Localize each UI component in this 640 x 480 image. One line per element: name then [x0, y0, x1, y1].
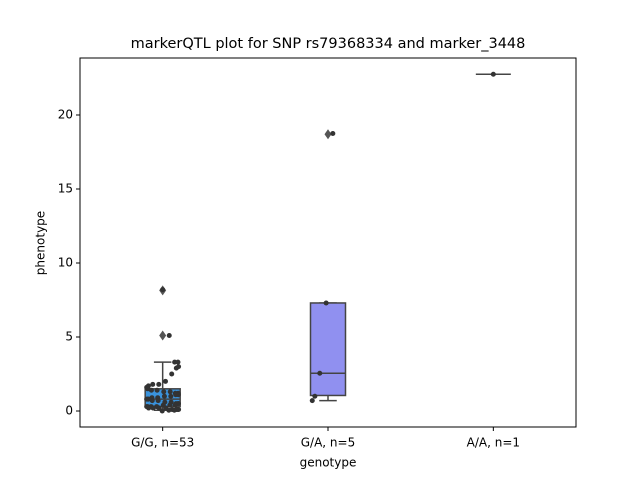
strip-point: [166, 407, 172, 413]
strip-point: [149, 398, 155, 404]
strip-point: [166, 333, 172, 339]
strip-point: [175, 359, 181, 365]
plot-frame: [79, 57, 577, 428]
strip-point: [312, 393, 318, 399]
strip-point: [161, 389, 167, 395]
strip-point: [173, 392, 179, 398]
y-tick-label: 10: [58, 256, 73, 270]
strip-point: [167, 389, 173, 395]
strip-point: [150, 381, 156, 387]
flier: [159, 330, 167, 341]
strip-point: [323, 300, 329, 306]
strip-point: [156, 381, 162, 387]
x-tick-label: G/G, n=53: [131, 436, 194, 450]
strip-point: [169, 371, 175, 377]
strip-point: [162, 378, 168, 384]
strip-point: [173, 365, 179, 371]
strip-point: [150, 405, 156, 411]
strip-point: [172, 402, 178, 408]
y-tick-label: 0: [65, 404, 73, 418]
strip-point: [154, 387, 160, 393]
flier: [324, 129, 332, 140]
y-axis-label: phenotype: [34, 211, 48, 275]
y-tick-label: 5: [65, 330, 73, 344]
chart-title: markerQTL plot for SNP rs79368334 and ma…: [131, 36, 526, 52]
strip-point: [148, 387, 154, 393]
strip-point: [145, 396, 151, 402]
y-tick-label: 20: [58, 107, 73, 121]
strip-point: [330, 130, 336, 136]
strip-point: [171, 407, 177, 413]
strip-point: [155, 398, 161, 404]
x-axis-label: genotype: [300, 456, 357, 470]
x-tick-label: G/A, n=5: [301, 436, 355, 450]
x-tick-label: A/A, n=1: [467, 436, 520, 450]
box: [309, 302, 347, 397]
strip-point: [490, 71, 496, 77]
strip-point: [168, 393, 174, 399]
strip-point: [161, 393, 167, 399]
strip-point: [317, 370, 323, 376]
strip-point: [159, 408, 165, 414]
strip-point: [309, 398, 315, 404]
strip-point: [167, 402, 173, 408]
strip-point: [146, 405, 152, 411]
y-tick-label: 15: [58, 181, 73, 195]
strip-point: [160, 287, 166, 293]
